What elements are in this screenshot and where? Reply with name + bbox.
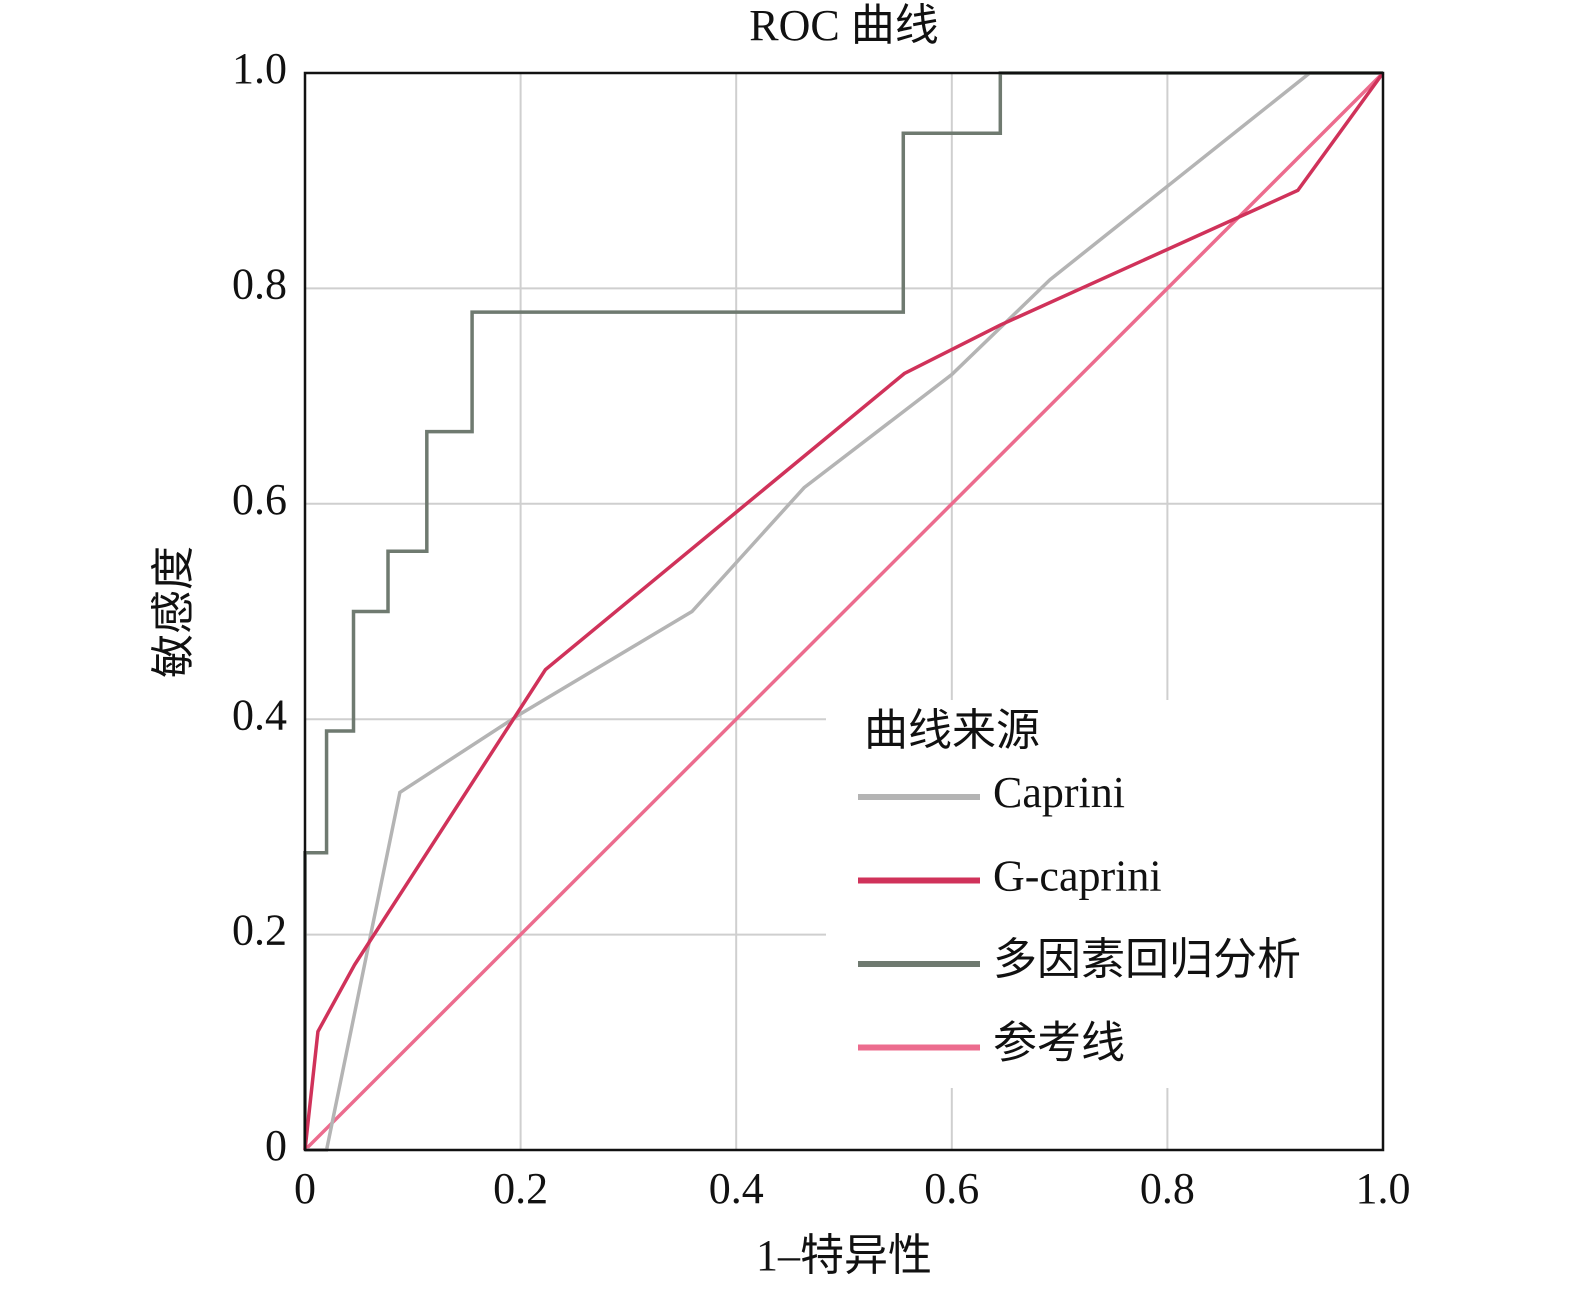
- y-tick-label: 0.6: [232, 475, 287, 524]
- x-axis-label: 1–特异性: [756, 1231, 932, 1280]
- y-axis-label: 敏感度: [149, 546, 198, 678]
- plot-frame: [303, 71, 1385, 1152]
- chart-title: ROC 曲线: [749, 1, 938, 50]
- x-tick-label: 0.6: [924, 1164, 979, 1213]
- x-tick-label: 0: [294, 1164, 316, 1213]
- legend-box: [826, 700, 1382, 1088]
- legend-title: 曲线来源: [864, 706, 1040, 755]
- x-tick-label: 1.0: [1356, 1164, 1411, 1213]
- series-line: [303, 71, 1385, 1151]
- series-line: [305, 71, 1383, 1152]
- y-tick-label: 0.2: [232, 906, 287, 955]
- series-line: [303, 71, 1385, 1152]
- legend-label: 多因素回归分析: [993, 935, 1301, 984]
- x-tick-label: 0.4: [709, 1164, 764, 1213]
- legend-label: Caprini: [993, 768, 1125, 817]
- y-tick-label: 1.0: [232, 44, 287, 93]
- legend-label: G-caprini: [993, 852, 1162, 901]
- x-tick-label: 0.2: [493, 1164, 548, 1213]
- y-tick-label: 0: [265, 1121, 287, 1170]
- legend-label: 参考线: [993, 1019, 1125, 1068]
- series-line: [303, 71, 1383, 1150]
- y-tick-label: 0.8: [232, 259, 287, 308]
- y-tick-label: 0.4: [232, 690, 287, 739]
- x-tick-label: 0.8: [1140, 1164, 1195, 1213]
